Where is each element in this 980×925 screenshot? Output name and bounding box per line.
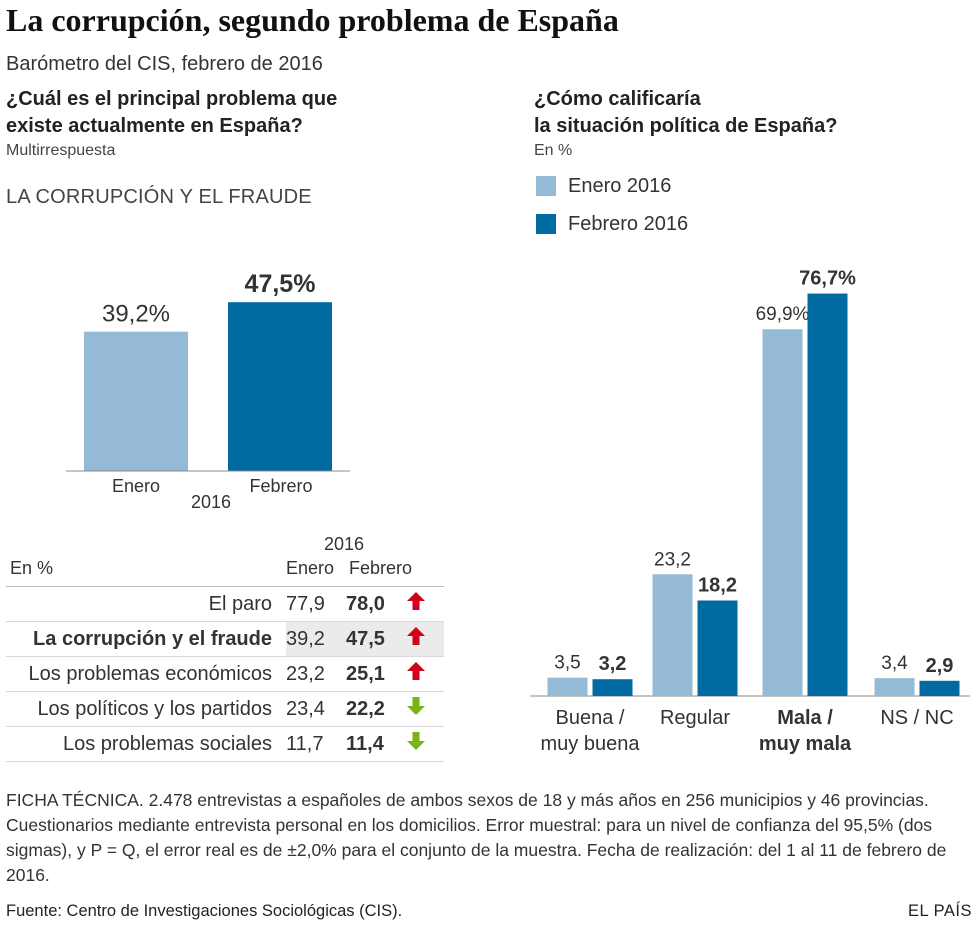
bar-febrero — [592, 679, 633, 696]
row-trend — [406, 727, 444, 762]
problems-table: 2016 En % Enero Febrero El paro 77,9 78,0 L… — [6, 534, 444, 762]
row-trend — [406, 657, 444, 692]
bar-febrero — [228, 302, 332, 471]
right-question-line1: ¿Cómo calificaría — [534, 88, 701, 110]
legend-label-febrero: Febrero 2016 — [568, 212, 689, 235]
row-trend — [406, 692, 444, 727]
legend-item-enero: Enero 2016 — [536, 172, 688, 200]
category-label: NS / NC — [880, 707, 953, 729]
row-label: Los políticos y los partidos — [37, 697, 272, 720]
bar-febrero — [807, 293, 848, 696]
group-label-2016: 2016 — [191, 492, 231, 512]
left-question-line2: existe actualmente en España? — [6, 115, 303, 137]
table-row: Los problemas sociales 11,7 11,4 — [6, 727, 444, 762]
bar-febrero — [919, 680, 960, 696]
table-row: Los políticos y los partidos 23,4 22,2 — [6, 692, 444, 727]
problems-table-body: El paro 77,9 78,0 La corrupción y el fraude… — [6, 587, 444, 762]
corruption-bar-chart: 39,2% 47,5% Enero Febrero 2016 — [66, 270, 350, 512]
legend: Enero 2016 Febrero 2016 — [536, 172, 688, 238]
value-label-febrero: 18,2 — [698, 575, 737, 597]
bar-enero — [652, 574, 693, 696]
left-question-line1: ¿Cuál es el principal problema que — [6, 88, 338, 110]
row-label: El paro — [208, 592, 272, 615]
row-value-enero: 23,4 — [286, 697, 325, 720]
trend-up-icon — [407, 592, 425, 610]
row-value-febrero: 11,4 — [346, 732, 384, 755]
trend-up-icon — [407, 627, 425, 645]
table-row: La corrupción y el fraude 39,2 47,5 — [6, 621, 444, 657]
right-note: En % — [534, 142, 573, 159]
value-label-enero: 39,2% — [102, 301, 170, 328]
bar-enero — [547, 677, 588, 696]
row-value-febrero: 78,0 — [346, 592, 385, 615]
category-label: muy buena — [541, 733, 641, 755]
right-question: ¿Cómo calificaría la situación política … — [534, 86, 837, 140]
political-situation-bar-chart: 3,5 3,2 Buena / muy buena 23,2 18,2 Regular 69,… — [530, 268, 970, 755]
row-value-enero: 23,2 — [286, 662, 325, 685]
legend-swatch-febrero — [536, 214, 556, 234]
value-label-febrero: 47,5% — [245, 270, 316, 298]
table-unit-label: En % — [10, 558, 54, 578]
page-subtitle: Barómetro del CIS, febrero de 2016 — [6, 53, 323, 75]
legend-item-febrero: Febrero 2016 — [536, 210, 688, 238]
trend-down-icon — [407, 697, 425, 715]
table-row: Los problemas económicos 23,2 25,1 — [6, 657, 444, 692]
category-label-febrero: Febrero — [249, 476, 312, 496]
value-label-febrero: 76,7% — [799, 268, 856, 290]
trend-down-icon — [407, 732, 425, 750]
row-trend — [406, 622, 444, 657]
bar-febrero — [697, 600, 738, 696]
section-label: LA CORRUPCIÓN Y EL FRAUDE — [6, 186, 312, 208]
value-label-enero: 69,9% — [756, 304, 810, 325]
value-label-enero: 3,4 — [881, 653, 908, 674]
bar-enero — [84, 331, 188, 471]
trend-up-icon — [407, 662, 425, 680]
row-value-febrero: 22,2 — [346, 697, 385, 720]
value-label-febrero: 2,9 — [926, 655, 954, 677]
row-value-febrero: 47,5 — [346, 627, 385, 650]
bar-enero — [874, 678, 915, 696]
table-header: 2016 En % Enero Febrero — [6, 534, 444, 587]
row-value-enero: 39,2 — [286, 627, 325, 650]
table-row: El paro 77,9 78,0 — [6, 587, 444, 622]
value-label-enero: 23,2 — [654, 549, 691, 570]
category-label: Regular — [660, 707, 730, 729]
column-header-enero: Enero — [286, 558, 335, 578]
value-label-enero: 3,5 — [554, 653, 580, 674]
source-note: Fuente: Centro de Investigaciones Sociol… — [6, 902, 403, 920]
row-trend — [406, 587, 444, 622]
category-label: Mala / — [777, 707, 833, 729]
bar-enero — [762, 329, 803, 696]
legend-label-enero: Enero 2016 — [568, 174, 672, 197]
row-label: Los problemas económicos — [28, 662, 272, 685]
legend-swatch-enero — [536, 176, 556, 196]
brand-logo: EL PAÍS — [907, 902, 972, 920]
row-value-enero: 77,9 — [286, 592, 325, 615]
table-year-label: 2016 — [324, 534, 365, 554]
left-question: ¿Cuál es el principal problema que exist… — [6, 86, 337, 140]
row-label: La corrupción y el fraude — [6, 621, 286, 657]
right-question-line2: la situación política de España? — [534, 115, 838, 137]
value-label-febrero: 3,2 — [599, 653, 627, 675]
technical-sheet: FICHA TÉCNICA. 2.478 entrevistas a españ… — [6, 790, 947, 885]
category-label: Buena / — [556, 707, 625, 729]
column-header-febrero: Febrero — [349, 558, 413, 578]
category-label-enero: Enero — [112, 476, 160, 496]
row-value-febrero: 25,1 — [346, 662, 385, 685]
left-note: Multirrespuesta — [6, 142, 116, 159]
row-label: Los problemas sociales — [63, 732, 272, 755]
category-label: muy mala — [759, 733, 852, 755]
page-title: La corrupción, segundo problema de Españ… — [6, 2, 619, 38]
row-value-enero: 11,7 — [286, 732, 324, 755]
